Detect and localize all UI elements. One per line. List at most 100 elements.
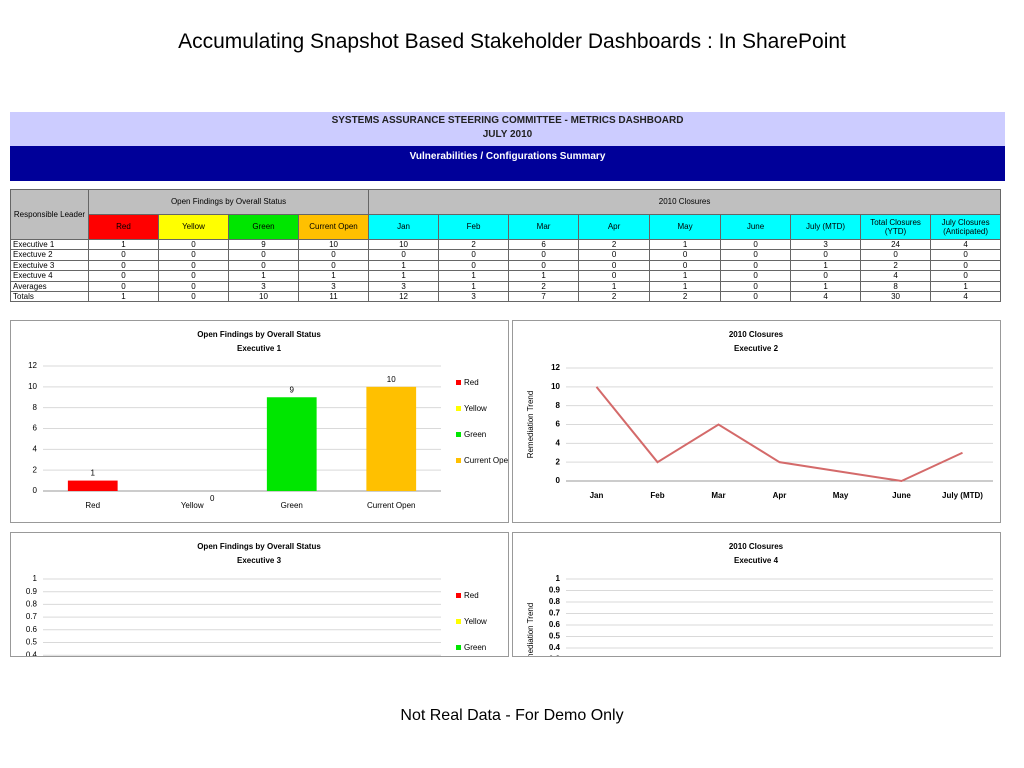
column-header: Mar (508, 214, 580, 240)
table-cell: 1 (228, 270, 299, 282)
table-cell: 0 (930, 259, 1002, 272)
table-cell: 0 (88, 259, 159, 272)
table-cell: 4 (930, 291, 1002, 303)
y-tick-label: 0.9 (26, 587, 38, 596)
table-cell: 1 (438, 280, 510, 293)
y-tick-label: 4 (33, 444, 38, 453)
table-cell: 0 (88, 249, 159, 261)
legend-swatch (456, 619, 461, 624)
section-title: Vulnerabilities / Configurations Summary (409, 151, 606, 162)
table-cell: 2 (578, 238, 651, 251)
row-label: Exectuve 2 (10, 249, 89, 261)
chart-subtitle: Executive 3 (237, 556, 282, 565)
table-cell: 0 (297, 259, 370, 272)
bar (366, 386, 417, 491)
dashboard-subtitle: JULY 2010 (482, 129, 533, 140)
table-cell: 0 (228, 259, 299, 272)
table-row: Executive 1 1 0 9 10 10 2 6 2 1 0 3 24 4 (10, 238, 1002, 251)
table-cell: 0 (860, 249, 932, 261)
table-cell: 0 (158, 259, 229, 272)
chart-title: 2010 Closures (729, 330, 784, 339)
column-header: Red (88, 214, 159, 240)
table-cell: 0 (88, 280, 159, 293)
table-cell: 2 (649, 291, 722, 303)
table-cell: 0 (720, 270, 792, 282)
x-tick-label: May (833, 491, 849, 500)
table-cell: 0 (228, 249, 299, 261)
column-header: Current Open (297, 214, 370, 240)
column-header: Feb (438, 214, 510, 240)
x-tick-label: Jan (590, 491, 604, 500)
dashboard-header: SYSTEMS ASSURANCE STEERING COMMITTEE - M… (10, 112, 1005, 146)
column-header: May (649, 214, 722, 240)
x-tick-label: Current Open (367, 501, 415, 510)
table-cell: 0 (578, 259, 651, 272)
chart-subtitle: Executive 1 (237, 344, 282, 353)
table-cell: 0 (790, 249, 862, 261)
column-header: Apr (578, 214, 651, 240)
table-cell: 10 (368, 238, 440, 251)
table-cell: 0 (720, 291, 792, 303)
bar (266, 397, 317, 491)
table-cell: 3 (368, 280, 440, 293)
table-cell: 0 (88, 270, 159, 282)
y-tick-label: 10 (551, 382, 560, 391)
x-tick-label: June (892, 491, 911, 500)
y-tick-label: 2 (556, 457, 561, 466)
row-label: Totals (10, 291, 89, 303)
table-cell: 1 (88, 291, 159, 303)
chart-title: Open Findings by Overall Status (197, 542, 321, 551)
group-header: 2010 Closures (368, 189, 1002, 215)
y-tick-label: 8 (33, 403, 38, 412)
row-label: Exectuive 3 (10, 259, 89, 272)
table-cell: 0 (720, 238, 792, 251)
table-cell: 10 (228, 291, 299, 303)
y-axis-label: Remediation Trend (526, 603, 535, 657)
table-cell: 3 (297, 280, 370, 293)
table-cell: 1 (88, 238, 159, 251)
x-tick-label: Yellow (181, 501, 204, 510)
table-cell: 0 (720, 259, 792, 272)
y-axis-label: Remediation Trend (526, 391, 535, 459)
x-tick-label: Feb (650, 491, 664, 500)
dashboard-title: SYSTEMS ASSURANCE STEERING COMMITTEE - M… (331, 115, 684, 126)
table-cell: 0 (438, 259, 510, 272)
column-header: Total Closures (YTD) (860, 214, 932, 240)
data-label: 10 (387, 375, 396, 384)
table-cell: 2 (578, 291, 651, 303)
legend-swatch (456, 593, 461, 598)
chart-title: 2010 Closures (729, 542, 784, 551)
row-label: Exectuve 4 (10, 270, 89, 282)
header-row: Red Yellow Green Current Open Jan Feb Mar Apr Ma… (11, 214, 1002, 240)
table-cell: 1 (790, 259, 862, 272)
chart-title: Open Findings by Overall Status (197, 330, 321, 339)
table-cell: 2 (860, 259, 932, 272)
table-cell: 0 (930, 270, 1002, 282)
column-header: Green (228, 214, 299, 240)
table-cell: 0 (158, 291, 229, 303)
y-tick-label: 0.6 (549, 620, 561, 629)
chart: 2010 Closures Executive 2 0 2 4 6 8 10 12 Remedia… (512, 320, 1001, 523)
legend-label: Red (464, 378, 479, 387)
table-cell: 1 (930, 280, 1002, 293)
chart: Open Findings by Overall Status Executive… (10, 320, 509, 523)
y-tick-label: 0.3 (549, 655, 561, 657)
table-cell: 0 (578, 249, 651, 261)
x-tick-label: July (MTD) (942, 491, 983, 500)
legend-label: Yellow (464, 617, 487, 626)
table-row: Averages 0 0 3 3 3 1 2 1 1 0 1 8 1 (10, 280, 1002, 293)
data-label: 1 (91, 469, 96, 478)
summary-table: Responsible Leader Open Findings by Overa… (10, 189, 1002, 303)
table-cell: 1 (297, 270, 370, 282)
table-cell: 9 (228, 238, 299, 251)
y-tick-label: 8 (556, 401, 561, 410)
y-tick-label: 6 (556, 420, 561, 429)
column-header: Yellow (158, 214, 229, 240)
table-cell: 0 (158, 270, 229, 282)
table-cell: 2 (438, 238, 510, 251)
legend-swatch (456, 406, 461, 411)
table-cell: 0 (158, 280, 229, 293)
y-tick-label: 0.7 (549, 609, 561, 618)
